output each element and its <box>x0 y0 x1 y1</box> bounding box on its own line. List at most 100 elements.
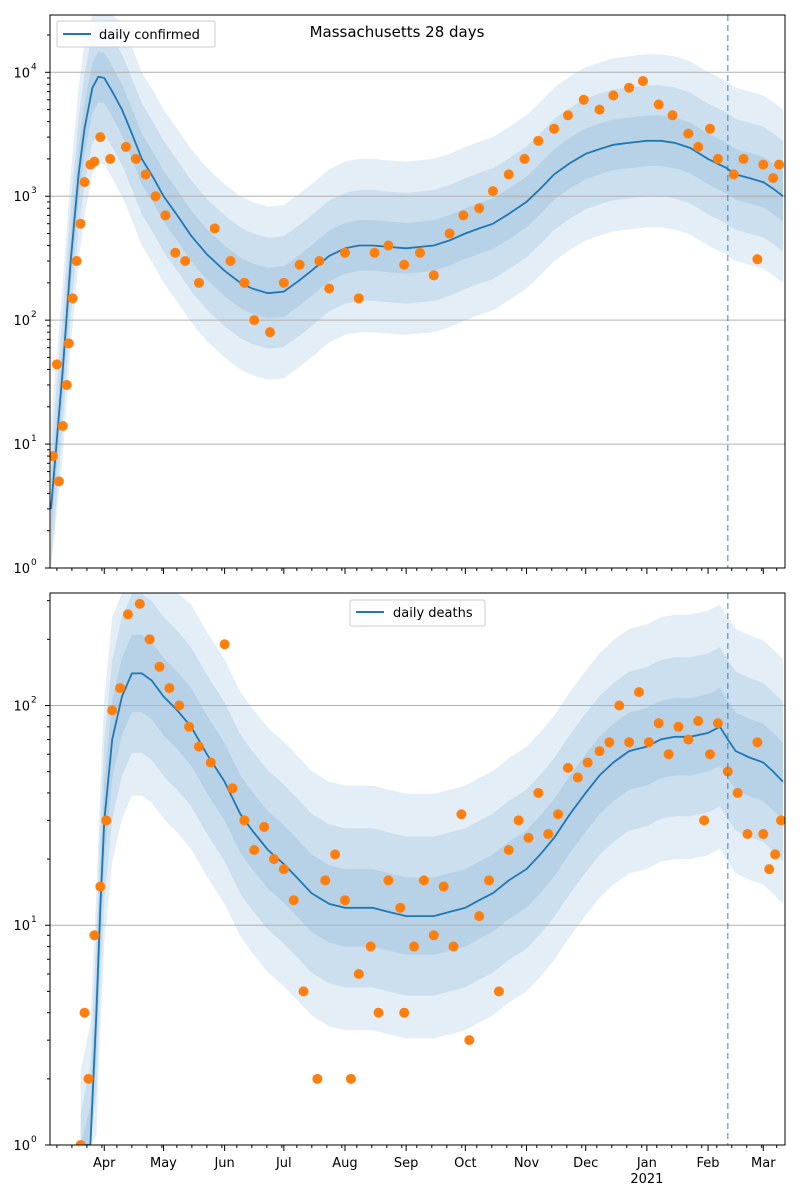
x-tick-label: Feb <box>697 1156 720 1171</box>
observed-point <box>115 683 126 694</box>
observed-point <box>105 153 116 164</box>
observed-point <box>418 875 429 886</box>
observed-point <box>180 256 191 267</box>
observed-point <box>770 849 781 860</box>
observed-point <box>239 815 250 826</box>
observed-point <box>219 639 230 650</box>
confidence-band <box>80 634 784 1145</box>
observed-point <box>71 256 82 267</box>
observed-point <box>484 875 495 886</box>
observed-point <box>294 259 305 270</box>
observed-point <box>79 1007 90 1018</box>
observed-point <box>693 715 704 726</box>
y-tick-label: 10 <box>13 314 30 329</box>
observed-point <box>712 153 723 164</box>
observed-point <box>184 721 195 732</box>
chart-title: Massachusetts 28 days <box>310 23 485 41</box>
y-tick-exponent: 2 <box>31 695 37 705</box>
legend-confirmed: daily confirmed <box>56 20 216 48</box>
y-tick-exponent: 1 <box>31 434 37 444</box>
y-tick-exponent: 1 <box>31 915 37 925</box>
observed-point <box>414 247 425 258</box>
x-tick-label: May <box>150 1156 177 1171</box>
observed-point <box>673 721 684 732</box>
observed-point <box>164 683 175 694</box>
x-tick-label: Sep <box>394 1156 419 1171</box>
observed-point <box>487 186 498 197</box>
observed-point <box>523 832 534 843</box>
x-tick-label: Jun <box>213 1156 234 1171</box>
observed-point <box>89 156 100 167</box>
observed-point <box>399 1007 410 1018</box>
observed-point <box>705 749 716 760</box>
x-tick-label: Apr <box>93 1156 116 1171</box>
observed-point <box>722 766 733 777</box>
y-tick-label: 10 <box>13 438 30 453</box>
observed-point <box>134 598 145 609</box>
observed-point <box>578 94 589 105</box>
median-line <box>80 672 784 1145</box>
axes-frame <box>49 592 786 1146</box>
observed-point <box>330 849 341 860</box>
observed-point <box>339 895 350 906</box>
observed-point <box>75 1140 86 1145</box>
observed-point <box>89 930 100 941</box>
confidence-band <box>51 51 783 535</box>
axes-frame <box>49 14 786 569</box>
observed-point <box>205 757 216 768</box>
x-tick-label: Jan <box>636 1156 657 1171</box>
observed-point <box>101 815 112 826</box>
x-tick-sublabel: 2021 <box>630 1172 663 1187</box>
observed-point <box>369 247 380 258</box>
observed-point <box>83 1073 94 1084</box>
y-tick-label: 10 <box>13 1139 30 1154</box>
observed-point <box>395 902 406 913</box>
observed-point <box>399 259 410 270</box>
y-tick-label: 10 <box>13 919 30 934</box>
observed-point <box>75 218 86 229</box>
observed-point <box>95 132 106 143</box>
observed-point <box>353 293 364 304</box>
observed-point <box>456 809 467 820</box>
observed-point <box>683 734 694 745</box>
observed-point <box>193 741 204 752</box>
observed-point <box>549 123 560 134</box>
observed-point <box>122 609 133 620</box>
confidence-band <box>80 593 784 1145</box>
observed-point <box>643 737 654 748</box>
observed-point <box>428 270 439 281</box>
observed-point <box>474 203 485 214</box>
observed-point <box>312 1073 323 1084</box>
y-tick-label: 10 <box>13 562 30 577</box>
observed-point <box>683 128 694 139</box>
observed-point <box>353 968 364 979</box>
observed-point <box>742 829 753 840</box>
observed-point <box>624 82 635 93</box>
plot-area <box>50 593 785 1145</box>
y-tick-label: 10 <box>13 699 30 714</box>
observed-point <box>699 815 710 826</box>
observed-point <box>533 787 544 798</box>
observed-point <box>61 379 72 390</box>
observed-point <box>324 283 335 294</box>
legend-deaths: daily deaths <box>349 599 486 627</box>
observed-point <box>562 110 573 121</box>
observed-point <box>79 177 90 188</box>
x-tick-label: Nov <box>514 1156 540 1171</box>
observed-point <box>140 169 151 180</box>
x-tick-label: Mar <box>751 1156 776 1171</box>
observed-point <box>732 787 743 798</box>
y-tick-exponent: 2 <box>31 310 37 320</box>
observed-point <box>653 718 664 729</box>
y-tick-label: 10 <box>13 66 30 81</box>
observed-point <box>513 815 524 826</box>
observed-point <box>51 359 62 370</box>
observed-point <box>268 854 279 865</box>
observed-point <box>120 141 131 152</box>
observed-point <box>298 986 309 997</box>
observed-point <box>409 941 420 952</box>
observed-point <box>705 123 716 134</box>
observed-point <box>752 254 763 265</box>
observed-point <box>259 821 270 832</box>
